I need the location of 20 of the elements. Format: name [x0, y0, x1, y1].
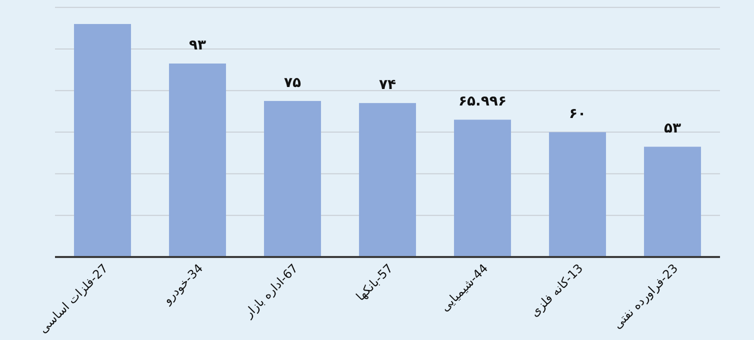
x-tick-label: 44-شیمیایی [438, 261, 491, 314]
bar [264, 100, 321, 257]
x-tick-label: 23-فراورده نفتی [610, 261, 681, 332]
data-label: ۶۵.۹۹۶ [458, 94, 507, 110]
data-label: ۵۳ [664, 120, 682, 137]
x-tick-label: 57-بانکها [353, 261, 396, 304]
x-tick-label: 27-فلزات اساسی [36, 261, 111, 336]
bar [644, 146, 701, 257]
bar [74, 24, 131, 257]
bar [454, 120, 511, 257]
data-label: ۶۰ [568, 106, 586, 122]
data-label: ۹۳ [188, 38, 206, 54]
data-label: ۷۵ [284, 74, 302, 91]
bar [359, 103, 416, 257]
data-label: ۷۴ [378, 77, 396, 94]
x-tick-label: 34-خودرو [160, 261, 206, 308]
x-tick-label: 13-کانه فلزی [527, 261, 586, 320]
bar [169, 64, 226, 257]
x-tick-label: 67-اداره بازار [240, 261, 301, 321]
bar [549, 132, 606, 257]
